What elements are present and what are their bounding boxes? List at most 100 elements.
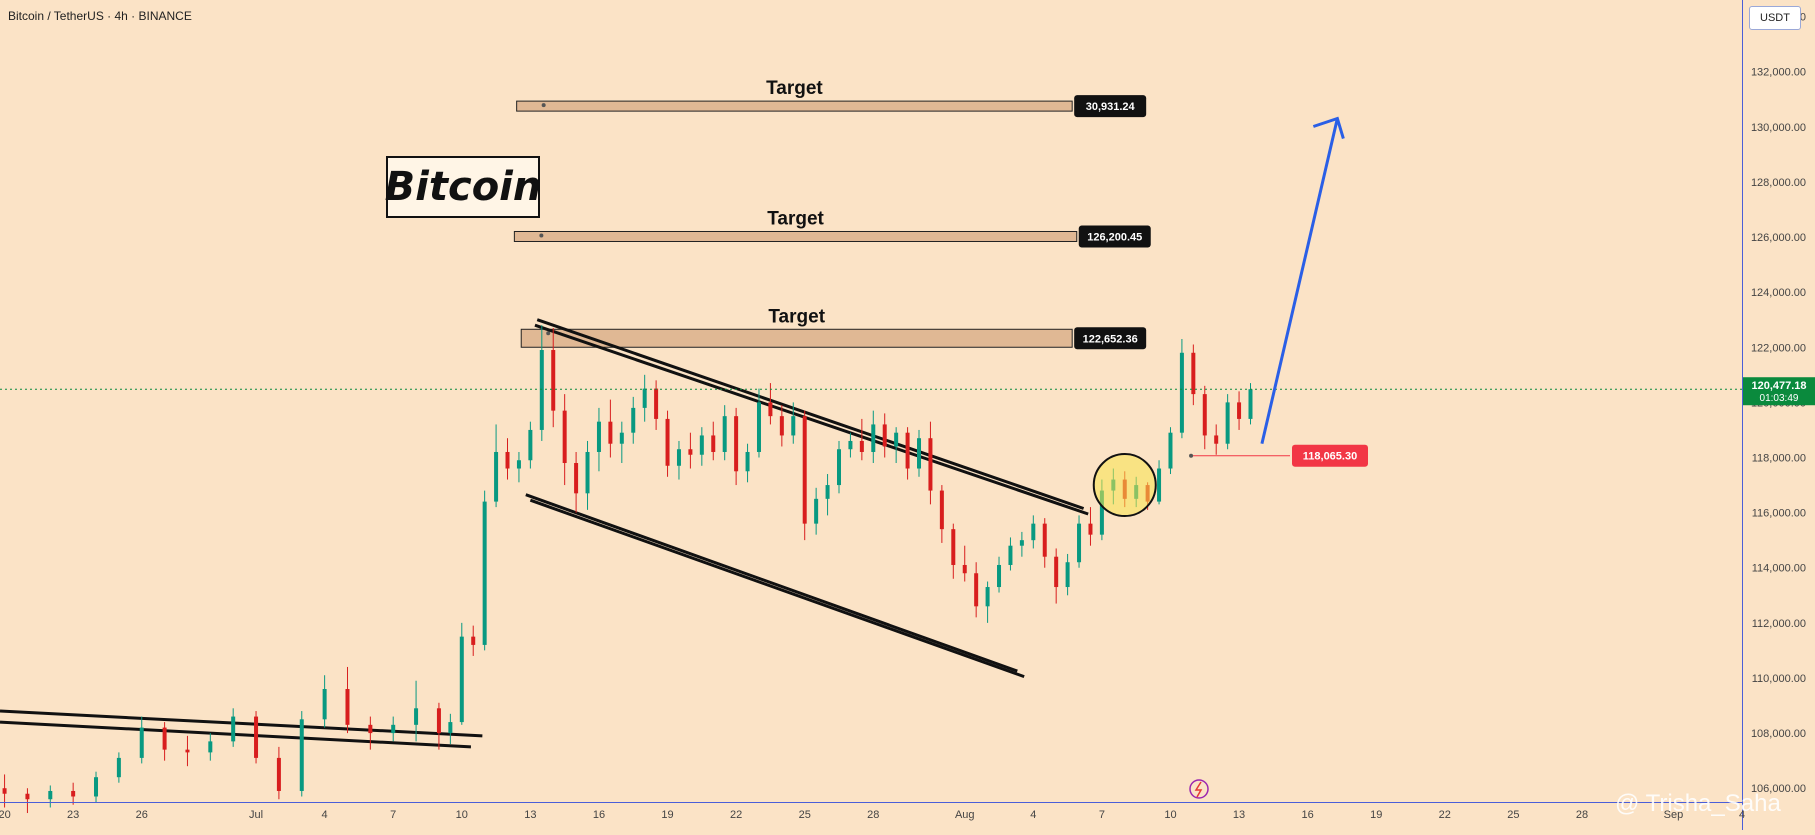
y-tick-label: 106,000.00 [1751,783,1806,795]
candle-body [436,708,441,734]
candle-body [1008,545,1013,565]
target-zone-anchor [539,233,544,238]
candle-body [1168,432,1173,469]
symbol-label[interactable]: Bitcoin / TetherUS · 4h · BINANCE [8,9,192,23]
x-tick-label: 13 [1233,809,1245,821]
x-tick-label: 25 [1507,809,1519,821]
trend-line-4 [529,498,1025,679]
candle-body [551,350,556,411]
countdown-text: 01:03:49 [1760,393,1799,404]
y-tick-label: 108,000.00 [1751,728,1806,740]
candle-body [528,429,533,461]
candle-body [962,564,967,574]
candle-body [756,402,761,452]
candle-body [997,564,1002,588]
candle-body [1054,556,1059,588]
candle-body [254,716,259,758]
candle-body [25,793,30,800]
x-tick-label: 10 [456,809,468,821]
target-price-tag-3 [1074,95,1147,118]
chart-title: Bitcoin [384,164,542,210]
candle-body [836,449,841,486]
candle-body [539,350,544,430]
candle-body [116,757,121,778]
candle-body [1191,352,1196,395]
candle-body [1202,394,1207,436]
target-price-text-3: 30,931.24 [1086,101,1136,113]
candle-body [802,416,807,524]
candle-body [1099,490,1104,535]
candle-body [494,451,499,502]
candle-body [974,573,979,607]
candle-body [642,388,647,408]
candle-body [1031,523,1036,541]
breakout-circle [1092,453,1157,518]
stop-price-tag [1292,444,1368,467]
candle-body [562,410,567,464]
candle-body [859,440,864,452]
candle-body [745,451,750,472]
candle-body [1214,435,1219,444]
candle-body [299,719,304,791]
x-tick-label: Sep [1664,809,1684,821]
candle-body [574,463,579,494]
candle-body [631,407,636,433]
y-tick-label: 124,000.00 [1751,287,1806,299]
candle-body [894,432,899,447]
projection-arrow-shaft [1260,118,1339,445]
target-zone-anchor [541,103,546,108]
target-label-1: Target [768,306,825,327]
x-tick-label: 22 [730,809,742,821]
candle-body [814,498,819,524]
target-price-tag-1 [1074,327,1147,350]
candle-body [276,757,281,791]
candle-body [1157,468,1162,502]
candle-body [1088,523,1093,535]
y-tick-label: 114,000.00 [1752,563,1806,575]
candle-body [139,727,144,758]
y-tick-label: 130,000.00 [1751,122,1806,134]
target-zone-3 [516,100,1073,112]
x-tick-label: 7 [1099,809,1105,821]
currency-button[interactable]: USDT [1749,6,1801,30]
x-tick-label: 22 [1439,809,1451,821]
candle-body [1237,402,1242,419]
x-tick-label: 10 [1164,809,1176,821]
candle-body [939,490,944,530]
x-tick-label: 4 [322,809,328,821]
candle-body [917,438,922,469]
trend-line-1 [536,318,1085,510]
candle-body [665,418,670,466]
stop-price-text: 118,065.30 [1303,451,1357,463]
candle-body [699,435,704,455]
target-label-2: Target [767,208,824,229]
target-price-tag-2 [1078,225,1151,248]
y-tick-label: 122,000.00 [1751,342,1806,354]
x-tick-label: Jul [249,809,263,821]
candle-body [1225,402,1230,444]
candle-body [208,741,213,753]
y-tick-label: 128,000.00 [1751,177,1806,189]
candle-body [1179,352,1184,433]
x-tick-label: 4 [1030,809,1036,821]
price-axis-panel [1742,0,1815,830]
candle-body [882,424,887,447]
candle-body [928,438,933,491]
channel-lines-layer [0,318,1089,749]
annotations-layer: 118,065.30 [0,116,1742,799]
candle-body [48,790,53,800]
candle-body [482,501,487,645]
y-tick-label: 112,000.00 [1752,618,1806,630]
trend-line-2 [534,323,1089,516]
candle-body [345,689,350,725]
target-zones-layer: Target 122,652.36 Target 126,200.45 Target 30… [513,78,1151,350]
trend-line-5 [0,709,483,738]
x-tick-label: 13 [524,809,536,821]
candle-body [825,485,830,499]
candle-body [791,416,796,436]
candle-body [94,777,99,797]
candle-body [391,724,396,734]
candle-body [734,416,739,472]
